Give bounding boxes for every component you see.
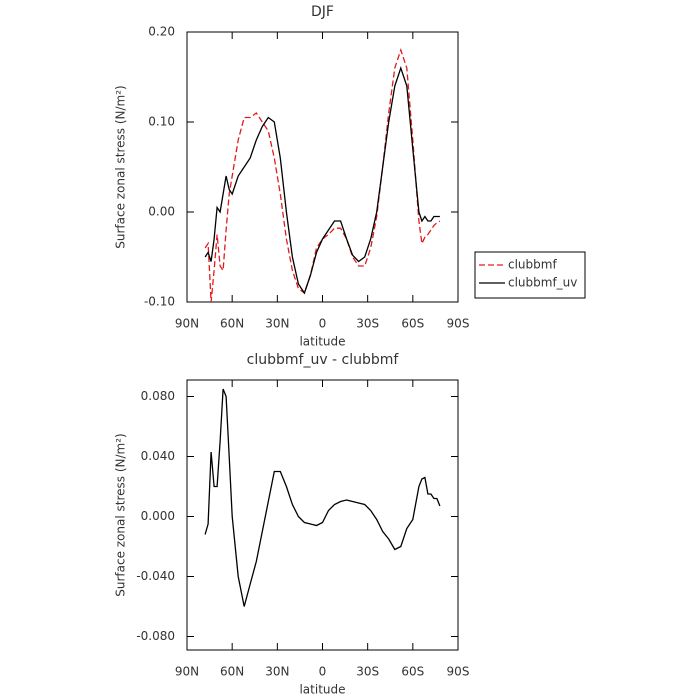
x-tick-label: 30N [265, 317, 289, 331]
x-tick-label: 60S [401, 665, 424, 679]
x-tick-label: 90S [447, 317, 470, 331]
legend-label: clubbmf_uv [508, 276, 577, 290]
data-line [204, 47, 441, 303]
x-axis-label: latitude [299, 335, 345, 349]
y-tick-label: -0.080 [136, 629, 175, 643]
x-tick-label: 0 [319, 665, 327, 679]
data-line [204, 388, 441, 607]
y-tick-label: 0.00 [148, 205, 175, 219]
x-tick-label: 90S [447, 665, 470, 679]
chart-title: DJF [311, 4, 334, 20]
x-axis-label: latitude [299, 683, 345, 697]
y-tick-label: 0.000 [141, 509, 175, 523]
y-axis-label: Surface zonal stress (N/m²) [114, 433, 128, 597]
legend-box [474, 251, 586, 299]
y-tick-label: -0.040 [136, 569, 175, 583]
x-tick-label: 60S [401, 317, 424, 331]
x-tick-label: 30N [265, 665, 289, 679]
x-tick-label: 90N [175, 665, 199, 679]
y-tick-label: -0.10 [144, 295, 175, 309]
x-tick-label: 30S [356, 665, 379, 679]
data-line [204, 65, 440, 295]
plot-frame [186, 31, 459, 303]
y-tick-label: 0.080 [141, 389, 175, 403]
x-tick-label: 60N [220, 665, 244, 679]
y-tick-label: 0.040 [141, 449, 175, 463]
legend-label: clubbmf [508, 258, 557, 272]
x-tick-label: 0 [319, 317, 327, 331]
y-axis-label: Surface zonal stress (N/m²) [114, 85, 128, 249]
x-tick-label: 30S [356, 317, 379, 331]
x-tick-label: 60N [220, 317, 244, 331]
y-tick-label: 0.10 [148, 115, 175, 129]
y-tick-label: 0.20 [148, 25, 175, 39]
x-tick-label: 90N [175, 317, 199, 331]
chart-title: clubbmf_uv - clubbmf [247, 352, 400, 368]
